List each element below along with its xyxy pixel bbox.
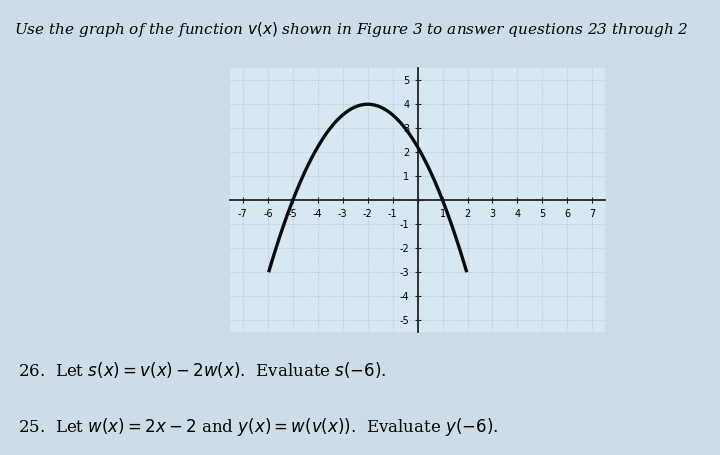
- Text: Use the graph of the function $v(x)$ shown in Figure 3 to answer questions 23 th: Use the graph of the function $v(x)$ sho…: [14, 20, 689, 39]
- Text: 26.  Let $s(x) = v(x) - 2w(x)$.  Evaluate $s(-6)$.: 26. Let $s(x) = v(x) - 2w(x)$. Evaluate …: [18, 360, 387, 379]
- Text: 25.  Let $w(x) = 2x - 2$ and $y(x) = w(v(x))$.  Evaluate $y(-6)$.: 25. Let $w(x) = 2x - 2$ and $y(x) = w(v(…: [18, 415, 498, 438]
